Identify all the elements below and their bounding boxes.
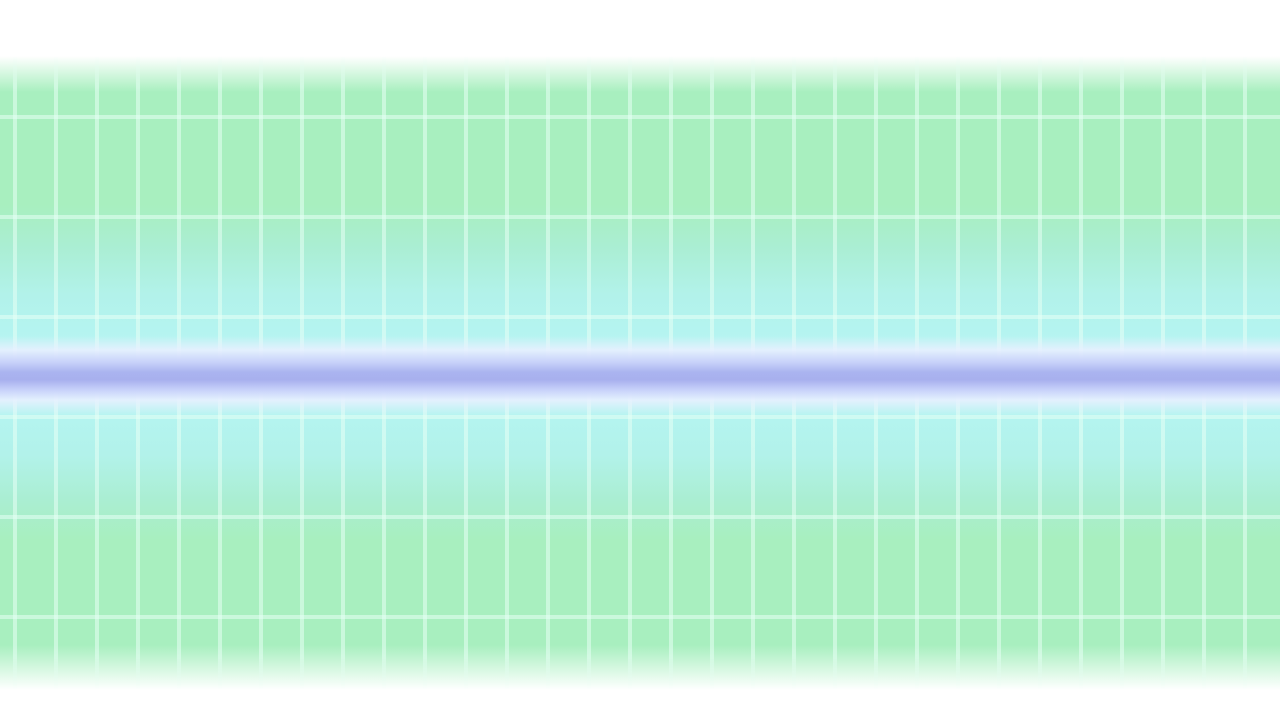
center-glow-line <box>0 336 1280 416</box>
